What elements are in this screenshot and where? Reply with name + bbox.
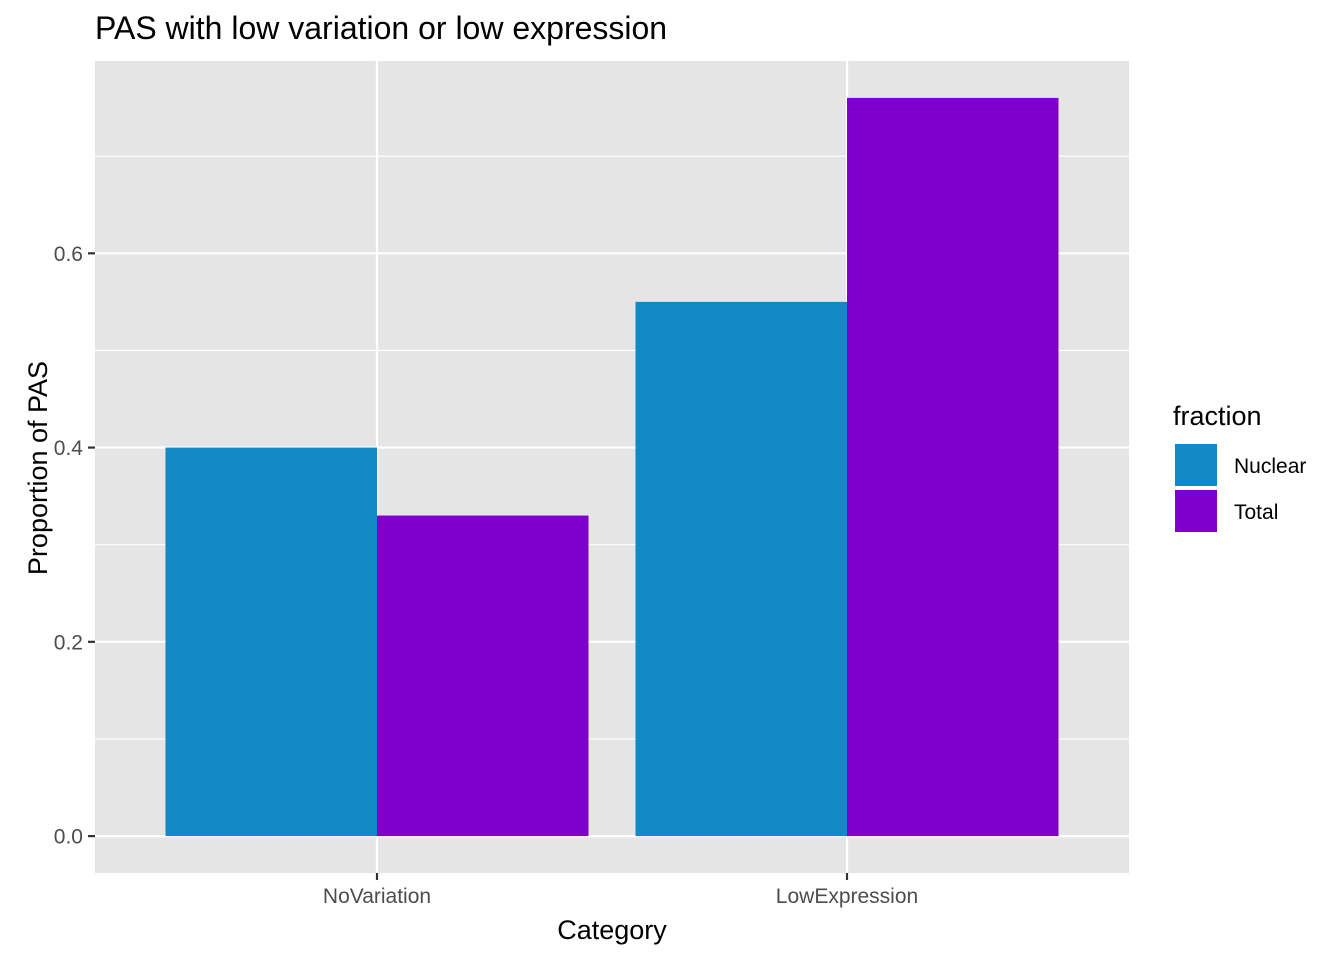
bar-total-lowexpression — [847, 97, 1059, 837]
bar-nuclear-novariation — [165, 447, 377, 837]
y-axis-title: Proportion of PAS — [23, 361, 53, 575]
y-tick-label: 0.4 — [54, 437, 84, 460]
legend-label: Total — [1234, 501, 1278, 524]
y-tick-label: 0.6 — [54, 243, 83, 266]
legend-title: fraction — [1173, 401, 1262, 431]
legend: fraction Nuclear Total — [1173, 401, 1306, 532]
legend-label: Nuclear — [1234, 455, 1306, 478]
x-tick-label: LowExpression — [776, 885, 918, 908]
y-tick-label: 0.0 — [54, 826, 83, 849]
bar-nuclear-lowexpression — [635, 301, 847, 837]
x-axis-title: Category — [557, 915, 667, 945]
y-axis: 0.0 0.2 0.4 0.6 — [54, 243, 95, 849]
legend-key-total — [1175, 490, 1217, 532]
x-axis: NoVariation LowExpression — [323, 873, 918, 908]
bar-total-novariation — [377, 515, 589, 837]
legend-key-nuclear — [1175, 444, 1217, 486]
bars — [165, 97, 1059, 837]
chart-title: PAS with low variation or low expression — [95, 10, 667, 46]
x-tick-label: NoVariation — [323, 885, 431, 908]
y-tick-label: 0.2 — [54, 631, 83, 654]
